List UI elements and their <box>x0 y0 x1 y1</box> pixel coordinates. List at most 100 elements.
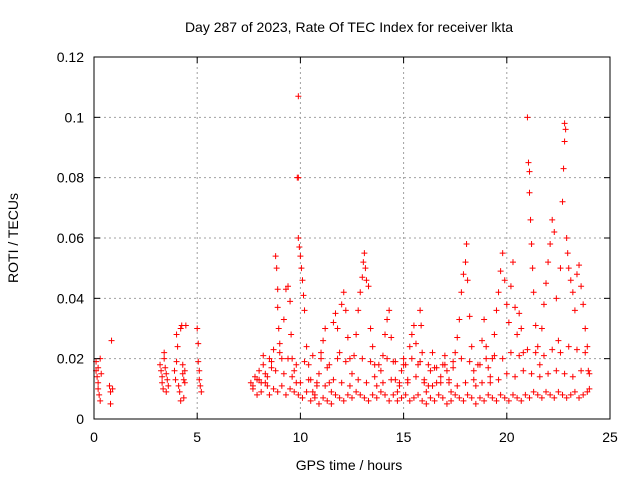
data-point <box>553 295 560 302</box>
data-point <box>410 322 417 329</box>
data-point <box>247 379 254 386</box>
data-point <box>555 388 562 395</box>
data-point <box>301 358 308 365</box>
data-point <box>282 286 289 293</box>
data-point <box>406 343 413 350</box>
data-point <box>396 382 403 389</box>
data-point <box>180 394 187 401</box>
data-point <box>468 343 475 350</box>
data-point <box>518 325 525 332</box>
data-point <box>296 244 303 251</box>
data-point <box>351 352 358 359</box>
data-point <box>359 274 366 281</box>
data-point <box>398 394 405 401</box>
data-point <box>295 391 302 398</box>
data-point <box>361 250 368 257</box>
data-point <box>324 364 331 371</box>
data-point <box>379 352 386 359</box>
data-point <box>563 394 570 401</box>
data-point <box>346 382 353 389</box>
data-point <box>369 391 376 398</box>
data-point <box>157 361 164 368</box>
data-point <box>547 391 554 398</box>
data-point <box>576 394 583 401</box>
data-point <box>311 391 318 398</box>
data-point <box>394 397 401 404</box>
x-tick-label: 0 <box>90 429 98 445</box>
data-point <box>536 373 543 380</box>
data-point <box>390 391 397 398</box>
data-point <box>328 388 335 395</box>
data-point <box>468 394 475 401</box>
data-point <box>175 382 182 389</box>
data-point <box>585 367 592 374</box>
data-point <box>159 373 166 380</box>
data-point <box>309 352 316 359</box>
y-tick-label: 0.02 <box>57 351 84 367</box>
data-point <box>456 394 463 401</box>
data-point <box>527 216 534 223</box>
data-point <box>495 289 502 296</box>
data-point <box>98 370 105 377</box>
data-point <box>555 337 562 344</box>
data-point <box>299 277 306 284</box>
data-point <box>373 382 380 389</box>
data-point <box>336 349 343 356</box>
data-point <box>586 370 593 377</box>
data-point <box>295 93 302 100</box>
data-point <box>278 355 285 362</box>
data-point <box>287 385 294 392</box>
data-point <box>163 388 170 395</box>
data-point <box>491 352 498 359</box>
data-point <box>419 349 426 356</box>
data-point <box>439 394 446 401</box>
data-point <box>386 397 393 404</box>
data-point <box>196 367 203 374</box>
data-point <box>330 319 337 326</box>
data-point <box>164 376 171 383</box>
data-point <box>106 382 113 389</box>
data-point <box>481 397 488 404</box>
data-point <box>320 337 327 344</box>
data-point <box>342 358 349 365</box>
data-point <box>559 198 566 205</box>
data-point <box>421 379 428 386</box>
data-point <box>406 397 413 404</box>
data-point <box>251 373 258 380</box>
data-point <box>375 361 382 368</box>
data-point <box>172 376 179 383</box>
data-point <box>576 262 583 269</box>
data-point <box>429 349 436 356</box>
data-point <box>528 370 535 377</box>
data-point <box>472 382 479 389</box>
data-point <box>464 391 471 398</box>
data-point <box>386 307 393 314</box>
data-point <box>336 394 343 401</box>
data-point <box>344 334 351 341</box>
data-point <box>318 349 325 356</box>
axis-ticks: 0 5 10 15 20 25 0 0.02 0.04 0.06 0.08 0.1 0.12 <box>57 49 618 445</box>
data-point <box>551 394 558 401</box>
data-point <box>549 346 556 353</box>
data-point <box>394 388 401 395</box>
data-point <box>569 373 576 380</box>
data-point <box>538 394 545 401</box>
data-point <box>483 343 490 350</box>
data-point <box>357 289 364 296</box>
data-point <box>437 379 444 386</box>
data-point <box>463 241 470 248</box>
data-point <box>450 364 457 371</box>
data-point <box>371 373 378 380</box>
data-point <box>274 286 281 293</box>
data-point <box>295 235 302 241</box>
data-point <box>551 228 558 235</box>
data-point <box>254 391 261 398</box>
data-point <box>270 385 277 392</box>
data-point <box>298 265 305 272</box>
data-point <box>526 168 533 175</box>
data-point <box>171 367 178 374</box>
data-point <box>520 367 527 374</box>
data-point <box>198 388 205 395</box>
data-point <box>415 361 422 368</box>
